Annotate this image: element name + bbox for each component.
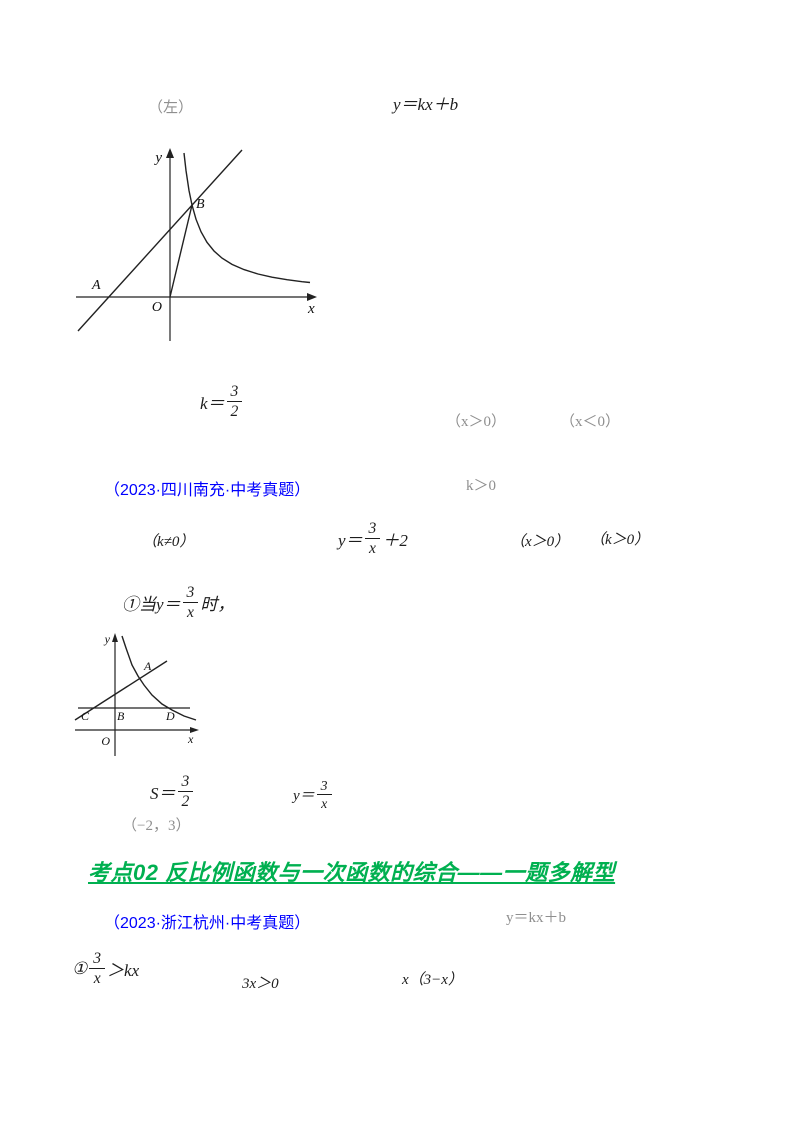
k-eq-prefix: k＝ <box>200 394 225 414</box>
fraction: 3 2 <box>226 383 243 420</box>
figure1-segment-ob <box>169 204 193 298</box>
function-expression-2: y＝ 3 x <box>293 778 334 811</box>
inequality-note-2: x（3−x） <box>402 972 463 988</box>
domain-note-2: （x＜0） <box>560 414 621 430</box>
fraction: 3 x <box>89 950 106 987</box>
inequality-note-1: 3x＞0 <box>242 976 279 992</box>
figure1-line-ab <box>77 149 243 332</box>
fraction: 3 2 <box>177 773 194 810</box>
inequality-expression: ① 3 x ＞kx <box>72 950 140 988</box>
area-expression: S＝ 3 2 <box>150 773 195 810</box>
figure2-point-b-label: B <box>117 709 125 723</box>
fraction: 3 x <box>182 584 199 621</box>
exam-citation-1: （2023·四川南充·中考真题） <box>104 482 311 499</box>
condition-k-positive: （k＞0） <box>590 532 650 548</box>
figure2-point-d-label: D <box>165 709 175 723</box>
case-one-expression: ①当y＝ 3 x 时， <box>122 584 235 622</box>
function-expression: y＝ 3 x ＋2 <box>338 520 408 558</box>
figure1-point-a-label: A <box>91 278 101 293</box>
figure2-y-label: y <box>104 632 111 646</box>
condition-k-nonzero: （k≠0） <box>142 534 195 550</box>
fraction: 3 x <box>316 778 332 811</box>
figure2-canvas: y x O A B C D <box>74 632 199 756</box>
figure2-origin-label: O <box>101 734 110 748</box>
citation1-side-note: k＞0 <box>466 478 497 494</box>
figure2-hyperbola <box>121 635 197 721</box>
figure1-y-label: y <box>153 150 162 166</box>
condition-x-positive: （x＞0） <box>510 534 570 550</box>
figure2-point-c-label: C <box>81 709 90 723</box>
k-value-expression: k＝ 3 2 <box>200 383 244 420</box>
figure1-x-label: x <box>307 301 315 317</box>
figure1-y-arrow-icon <box>166 148 174 158</box>
figure1-origin-label: O <box>152 300 162 315</box>
figure2-point-a-label: A <box>143 659 152 673</box>
domain-note-1: （x＞0） <box>446 414 507 430</box>
top-formula: y＝kx＋b <box>393 95 459 114</box>
figure2-x-arrow-icon <box>190 727 199 733</box>
figure1-hyperbola <box>183 152 311 284</box>
exam-citation-2: （2023·浙江杭州·中考真题） <box>104 915 311 932</box>
section-heading: 考点02 反比例函数与一次函数的综合——一题多解型 <box>88 860 616 885</box>
figure2-line-ca <box>74 660 168 721</box>
figure2-y-arrow-icon <box>112 633 118 642</box>
figure-line-hyperbola-2: y x O A B C D <box>72 630 205 760</box>
top-left-label: （左） <box>148 100 194 116</box>
figure2-x-label: x <box>187 732 194 746</box>
citation2-side-note: y＝kx＋b <box>506 910 567 926</box>
coordinate-note: （−2，3） <box>122 818 191 834</box>
fraction: 3 x <box>364 520 381 557</box>
figure1-canvas: y x O A B <box>76 148 317 341</box>
figure-line-hyperbola-1: y x O A B <box>72 145 330 345</box>
figure1-x-arrow-icon <box>307 293 317 301</box>
figure1-point-b-label: B <box>196 197 205 212</box>
